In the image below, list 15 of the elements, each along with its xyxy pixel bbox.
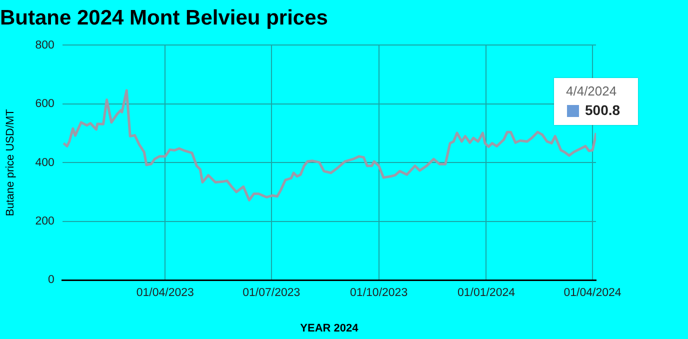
y-tick-label: 800 <box>35 39 54 52</box>
y-tick-label: 200 <box>35 215 54 228</box>
x-tick-label: 01/04/2023 <box>136 287 194 300</box>
x-tick-label: 01/07/2023 <box>242 287 300 300</box>
x-tick-label: 01/04/2024 <box>564 287 622 300</box>
x-tick-label: 01/10/2023 <box>350 287 408 300</box>
x-axis-title: YEAR 2024 <box>300 322 360 334</box>
annotation: 4/4/2024 <box>566 84 617 99</box>
y-tick-label: 0 <box>48 274 54 286</box>
y-axis-title: Butane price USD/MT <box>4 108 17 216</box>
annotation: 500.8 <box>585 102 620 118</box>
x-tick-label: 01/01/2024 <box>457 287 516 300</box>
chart-title: Butane 2024 Mont Belvieu prices <box>0 6 328 30</box>
y-tick-label: 400 <box>35 156 54 169</box>
y-tick-label: 600 <box>35 98 54 110</box>
